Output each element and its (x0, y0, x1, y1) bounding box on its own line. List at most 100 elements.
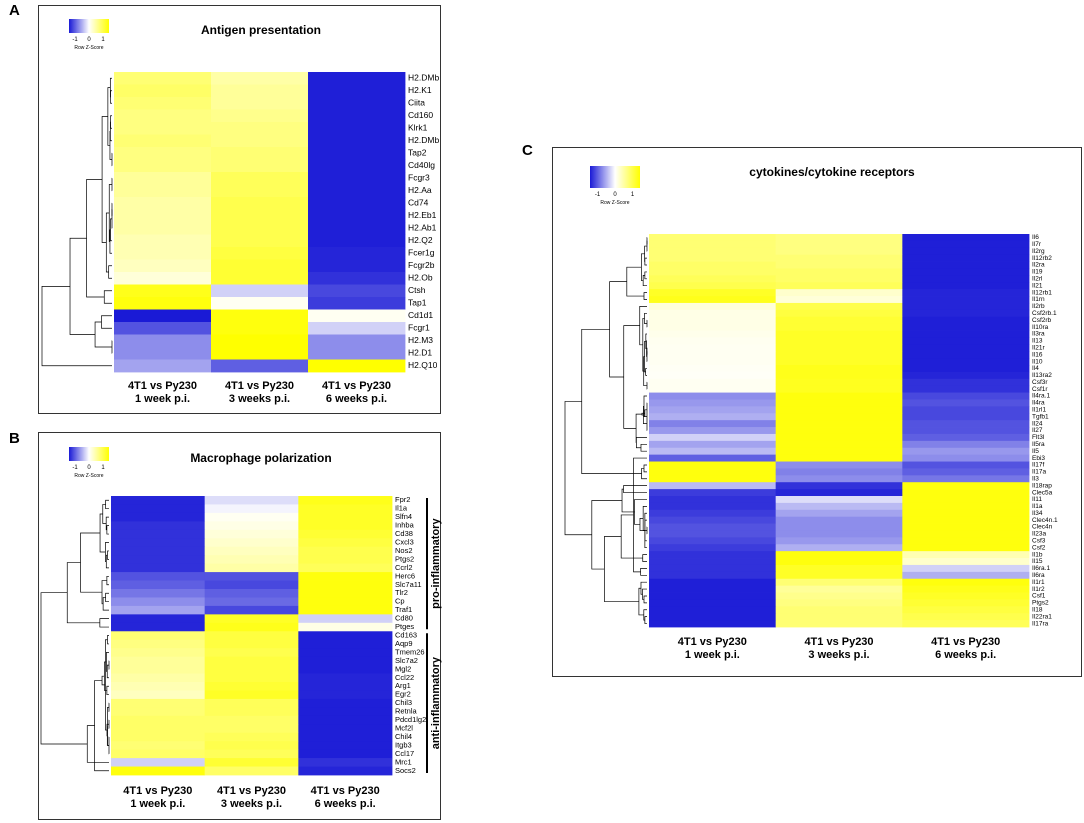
row-label: Klrk1 (408, 123, 428, 133)
heatmap-cell (902, 620, 1030, 628)
heatmap-cell (204, 622, 299, 632)
heatmap-cell (902, 309, 1030, 318)
row-label: Ptgs2 (395, 554, 414, 563)
row-label: Il18 (1032, 606, 1043, 613)
panel-c: -1 0 1 Row Z-Score cytokines/cytokine recept… (552, 147, 1082, 677)
heatmap-cell (308, 134, 406, 148)
row-label: H2.Q2 (408, 235, 433, 245)
column-label: 3 weeks p.i. (808, 649, 869, 661)
heatmap-cell (649, 530, 777, 538)
dendrogram-branch (645, 368, 647, 376)
row-label: Socs2 (395, 766, 416, 775)
dendrogram-branch (609, 281, 627, 378)
heatmap-cell (775, 551, 903, 559)
heatmap-cell (298, 698, 393, 708)
heatmap-cell (775, 351, 903, 359)
chart-title: Antigen presentation (201, 23, 321, 37)
heatmap-cell (204, 715, 299, 725)
heatmap-cell (649, 420, 777, 428)
row-label: Cd160 (408, 110, 433, 120)
heatmap-cell (211, 172, 309, 185)
row-label: Clec5a (1032, 489, 1053, 496)
heatmap-cell (204, 698, 299, 708)
dendrogram-branch (66, 562, 100, 624)
heatmap-cell (111, 758, 206, 767)
heatmap-cell (114, 147, 212, 160)
heatmap-cell (649, 254, 777, 262)
heatmap-cell (204, 749, 299, 759)
heatmap-cell (649, 392, 777, 400)
heatmap-cell (775, 433, 903, 442)
heatmap-cell (649, 316, 777, 325)
heatmap-cell (114, 272, 212, 285)
heatmap-cell (114, 109, 212, 123)
heatmap-cell (308, 334, 406, 348)
heatmap-cell (204, 682, 299, 691)
heatmap-cell (775, 365, 903, 373)
heatmap-cell (308, 209, 406, 223)
heatmap-cell (649, 406, 777, 414)
heatmap-cell (211, 209, 309, 223)
heatmap-cell (204, 707, 299, 717)
heatmap-cell (902, 413, 1030, 421)
row-label: Ccrl2 (395, 563, 413, 572)
row-label: Il1a (395, 504, 408, 513)
heatmap-cell (775, 620, 903, 628)
row-label: Cd163 (395, 630, 417, 639)
heatmap-macrophage-polarization: -1 0 1 Row Z-Score Macrophage polarization Fp… (40, 447, 442, 810)
heatmap-cell (298, 563, 393, 573)
heatmap-cell (775, 240, 903, 249)
heatmap-cell (775, 358, 903, 366)
heatmap-cell (775, 247, 903, 256)
row-label: Il1a (1032, 503, 1043, 510)
heatmap-cell (111, 555, 206, 565)
row-label: Il34 (1032, 510, 1043, 517)
row-label: Ptgs2 (1032, 600, 1049, 607)
dendrogram-branch (107, 550, 109, 560)
heatmap-cell (111, 749, 206, 759)
legend-tick: -1 (72, 465, 78, 471)
heatmap-cell (775, 509, 903, 518)
dendrogram-branch (94, 680, 109, 772)
row-label: Cp (395, 597, 405, 606)
row-label: Il4 (1032, 365, 1039, 372)
heatmap-cell (111, 707, 206, 717)
heatmap-cell (204, 589, 299, 598)
heatmap-cell (649, 516, 777, 524)
dendrogram-branch (80, 532, 103, 593)
heatmap-cell (211, 84, 309, 98)
row-label: Il22ra1 (1032, 613, 1052, 620)
heatmap-cell (111, 766, 206, 776)
heatmap-cell (308, 272, 406, 285)
dendrogram-branch (645, 333, 647, 349)
heatmap-cell (649, 537, 777, 545)
row-label: H2.K1 (408, 85, 432, 95)
row-label: Il3ra (1032, 331, 1045, 338)
heatmap-cell (111, 682, 206, 691)
heatmap-cell (308, 184, 406, 198)
heatmap-cell (649, 433, 777, 442)
heatmap-cell (298, 546, 393, 556)
heatmap-cell (775, 475, 903, 483)
heatmap-cell (111, 521, 206, 531)
heatmap-cell (902, 516, 1030, 524)
heatmap-cell (775, 599, 903, 607)
row-label: Csf2rb.1 (1032, 310, 1057, 317)
dendrogram-branch (564, 401, 592, 536)
heatmap-cell (111, 546, 206, 556)
heatmap-cell (111, 690, 206, 700)
column-label: 4T1 vs Py230 (128, 380, 197, 392)
dendrogram-branch (105, 516, 109, 531)
row-label: Pdcd1lg2 (395, 715, 426, 724)
row-label: H2.DMb (408, 135, 439, 145)
heatmap-cell (111, 614, 206, 624)
color-key-bar (69, 19, 109, 33)
panel-b: -1 0 1 Row Z-Score Macrophage polarization Fp… (38, 432, 442, 820)
column-label: 1 week p.i. (130, 798, 185, 810)
heatmap-cell (902, 282, 1030, 290)
heatmap-cell (775, 468, 903, 476)
heatmap-cell (902, 509, 1030, 518)
heatmap-cell (211, 222, 309, 235)
dendrogram-branch (106, 664, 109, 679)
heatmap-cell (298, 766, 393, 776)
